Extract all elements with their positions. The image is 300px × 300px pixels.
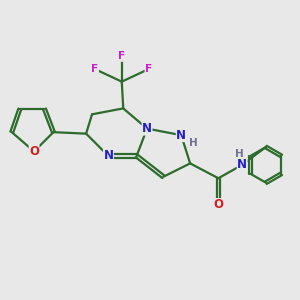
Text: N: N (103, 149, 113, 162)
Text: F: F (118, 51, 125, 62)
Text: N: N (142, 122, 152, 135)
Text: H: H (189, 139, 198, 148)
Text: H: H (236, 148, 244, 159)
Text: N: N (237, 158, 247, 171)
Text: O: O (29, 145, 39, 158)
Text: F: F (92, 64, 99, 74)
Text: O: O (213, 199, 224, 212)
Text: F: F (145, 64, 152, 74)
Text: N: N (176, 129, 186, 142)
